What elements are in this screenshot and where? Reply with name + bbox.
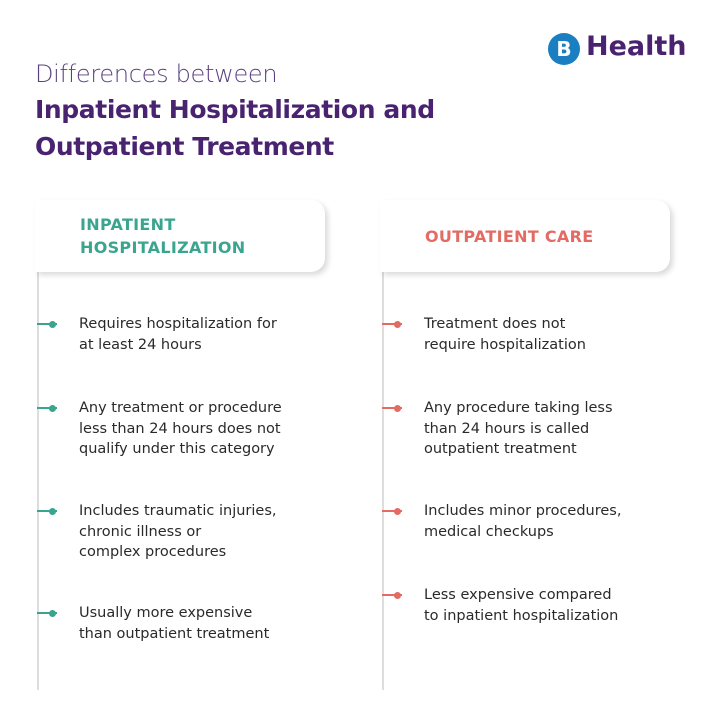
item-line: Treatment does not: [424, 316, 566, 332]
bullet-dot: [394, 507, 401, 515]
list-item: Any treatment or procedure less than 24 h…: [79, 398, 282, 460]
bullet-line: [37, 510, 57, 512]
item-line: qualify under this category: [79, 441, 275, 457]
item-line: medical checkups: [424, 523, 554, 540]
item-line: than outpatient treatment: [79, 625, 270, 642]
item-line: require hospitalization: [424, 336, 586, 353]
bullet-line: [382, 323, 402, 325]
bullet-dot: [394, 404, 401, 412]
item-line: complex procedures: [79, 544, 227, 560]
item-line: less than 24 hours does not: [79, 420, 281, 437]
item-line: Requires hospitalization for: [79, 316, 277, 332]
item-line: outpatient treatment: [424, 441, 577, 457]
timeline: [382, 272, 384, 690]
item-line: than 24 hours is called: [424, 420, 590, 437]
header-line: OUTPATIENT CARE: [425, 226, 594, 246]
item-line: Includes traumatic injuries,: [79, 503, 277, 519]
item-line: Includes minor procedures,: [424, 503, 622, 519]
bullet-dot: [49, 507, 56, 515]
item-line: Any treatment or procedure: [79, 400, 282, 416]
list-item: Requires hospitalization for at least 24 …: [79, 314, 277, 355]
item-line: Any procedure taking less: [424, 400, 613, 416]
column-header: INPATIENT HOSPITALIZATION: [35, 200, 325, 272]
list-item: Includes minor procedures, medical checku…: [424, 501, 621, 542]
title-line: Inpatient Hospitalization and: [35, 95, 435, 124]
item-line: to inpatient hospitalization: [424, 607, 619, 624]
bullet-dot: [394, 591, 401, 599]
header-line: INPATIENT: [80, 215, 176, 234]
item-line: Less expensive compared: [424, 587, 612, 603]
title-line: Outpatient Treatment: [35, 132, 334, 161]
list-item: Includes traumatic injuries, chronic illn…: [79, 501, 277, 563]
item-line: chronic illness or: [79, 523, 202, 540]
bullet-line: [382, 407, 402, 409]
item-line: Usually more expensive: [79, 605, 253, 621]
bullet-dot: [394, 320, 401, 328]
list-item: Treatment does not require hospitalizatio…: [424, 314, 586, 355]
bullet-line: [382, 594, 402, 596]
list-item: Any procedure taking less than 24 hours i…: [424, 398, 613, 460]
list-item: Less expensive compared to inpatient hosp…: [424, 585, 618, 626]
logo-text: Health: [586, 31, 687, 62]
bullet-line: [37, 323, 57, 325]
bullet-line: [37, 612, 57, 614]
bullet-dot: [49, 320, 56, 328]
item-line: at least 24 hours: [79, 336, 202, 353]
list-item: Usually more expensive than outpatient tr…: [79, 603, 269, 644]
bullet-dot: [49, 404, 56, 412]
header-line: HOSPITALIZATION: [80, 238, 246, 257]
bullet-line: [37, 407, 57, 409]
title-line: Differences between: [35, 60, 278, 88]
timeline: [37, 272, 39, 690]
bullet-line: [382, 510, 402, 512]
logo-icon: B: [548, 33, 580, 65]
column-header: OUTPATIENT CARE: [380, 200, 670, 272]
bullet-dot: [49, 609, 56, 617]
